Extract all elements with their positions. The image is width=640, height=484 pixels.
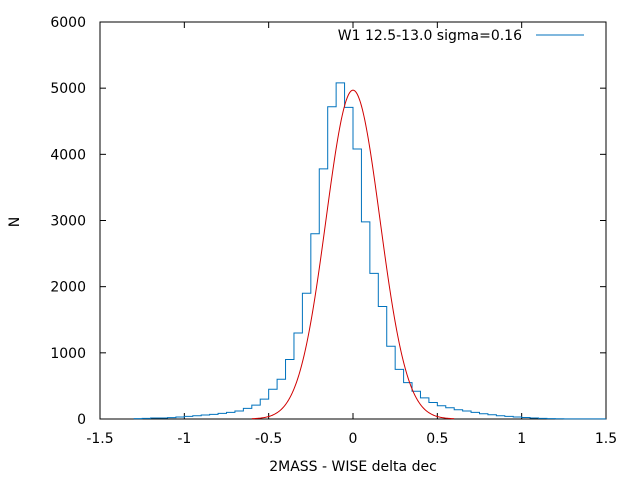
x-tick-label: -0.5 <box>255 431 282 447</box>
y-tick-label: 2000 <box>50 280 86 296</box>
x-tick-labels: -1.5 -1 -0.5 0 0.5 1 1.5 <box>86 431 617 447</box>
y-tick-label: 1000 <box>50 346 86 362</box>
y-tick-label: 0 <box>77 412 86 428</box>
x-axis-label: 2MASS - WISE delta dec <box>269 459 437 475</box>
y-tick-label: 3000 <box>50 214 86 230</box>
histogram-series <box>133 82 606 420</box>
x-tick-label: -1 <box>177 431 191 447</box>
legend-label: W1 12.5-13.0 sigma=0.16 <box>338 28 522 44</box>
gaussian-fit-curve <box>251 89 455 420</box>
x-tick-label: 1 <box>517 431 526 447</box>
legend: W1 12.5-13.0 sigma=0.16 <box>338 28 584 44</box>
plot-frame <box>99 21 607 420</box>
x-tick-label: 0 <box>349 431 358 447</box>
y-tick-label: 4000 <box>50 147 86 163</box>
y-axis-label: N <box>7 217 23 227</box>
x-tick-label: 0.5 <box>426 431 448 447</box>
axis-ticks <box>99 21 607 420</box>
x-tick-label: -1.5 <box>86 431 113 447</box>
y-tick-label: 6000 <box>50 15 86 31</box>
x-tick-label: 1.5 <box>595 431 617 447</box>
y-tick-labels: 0 1000 2000 3000 4000 5000 6000 <box>50 15 86 428</box>
y-tick-label: 5000 <box>50 81 86 97</box>
